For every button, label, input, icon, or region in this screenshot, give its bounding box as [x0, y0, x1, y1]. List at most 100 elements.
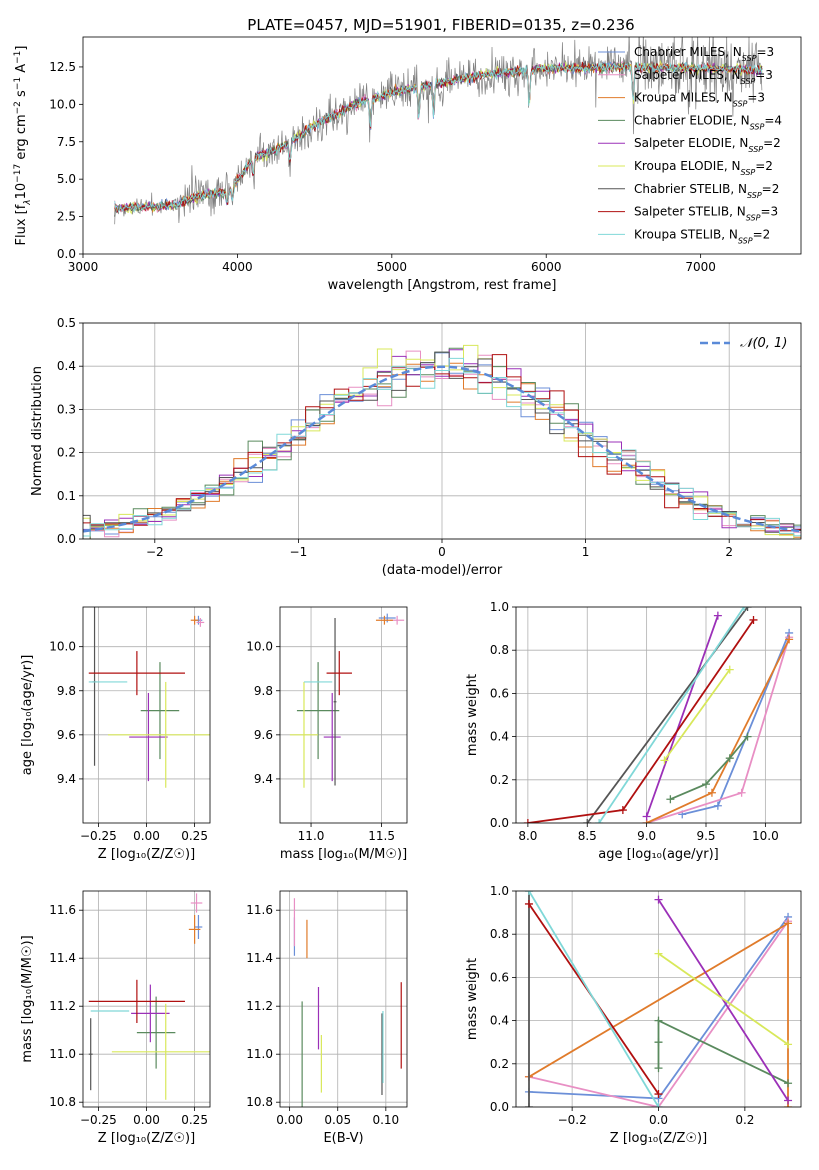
x-tick-label: −0.2: [558, 1113, 587, 1127]
y-tick-label: 0.3: [57, 402, 76, 416]
y-tick-label: 0.2: [490, 1057, 509, 1071]
legend-label-sub: SSP: [733, 99, 748, 108]
weight-marker-salpeter_stelib: [523, 819, 532, 823]
weight-marker-kroupa_elodie: [725, 665, 734, 674]
y-tick-label: 9.6: [254, 728, 273, 742]
weight-marker-kroupa_stelib: [595, 819, 604, 823]
x-tick-label: 11.5: [368, 829, 395, 843]
y-tick-label: 7.5: [57, 135, 76, 149]
legend-label-post: =3: [760, 205, 778, 219]
y-tick-label: 1.0: [490, 884, 509, 898]
plot-area: [114, 37, 763, 225]
weight-marker-chabrier_stelib: [524, 1103, 533, 1107]
legend-label-gaussian: 𝒩(0, 1): [740, 336, 787, 351]
y-tick-label: 0.0: [490, 1100, 509, 1114]
x-tick-label: 3000: [68, 260, 99, 274]
y-axis-label-part: A: [14, 64, 29, 77]
weight-marker-chabrier_elodie: [654, 1038, 663, 1047]
x-axis-label: Z [log₁₀(Z/Z☉)]: [98, 1131, 195, 1146]
y-tick-label: 0.5: [57, 316, 76, 330]
y-axis-label-part: erg cm: [14, 114, 29, 163]
legend-label-chabrier_miles: Chabrier MILES, NSSP=3: [634, 45, 774, 63]
y-tick-label: 0.6: [490, 686, 509, 700]
z_vs_age-panel: −0.25 0.00 0.25 9.4 9.6 9.8 10.0 Z [log₁₀(Z/Z☉)…: [20, 606, 211, 862]
x-tick-label: 0.25: [181, 829, 208, 843]
x-tick-label: −0.25: [80, 1113, 117, 1127]
y-axis-label-part: −17: [13, 164, 23, 183]
y-tick-label: 0.0: [490, 816, 509, 830]
legend-label-kroupa_miles: Kroupa MILES, NSSP=3: [634, 91, 765, 109]
x-tick-label: 0.0: [649, 1113, 668, 1127]
plot-area: [88, 893, 210, 1100]
y-tick-label: 11.6: [49, 903, 76, 917]
y-axis-label: mass weight: [465, 958, 480, 1040]
x-tick-label: 0: [438, 545, 446, 559]
x-tick-label: 6000: [531, 260, 562, 274]
legend-label-sub: SSP: [746, 213, 761, 222]
weight-marker-kroupa_stelib: [740, 607, 748, 611]
y-tick-label: 9.8: [254, 684, 273, 698]
legend-label-text: Kroupa ELODIE, N: [634, 159, 741, 173]
y-tick-label: 0.1: [57, 489, 76, 503]
weight-marker-chabrier_elodie: [725, 754, 734, 763]
y-axis-label-part: −2: [13, 101, 23, 114]
legend-label-salpeter_miles: Salpeter MILES, NSSP=3: [634, 68, 773, 86]
weight-marker-kroupa_miles: [785, 635, 794, 644]
axes-frame: [82, 36, 802, 255]
y-tick-label: 0.4: [490, 730, 509, 744]
x-axis-label: mass [log₁₀(M/M☉)]: [280, 847, 407, 862]
weight-line-salpeter_miles: [528, 920, 789, 1107]
y-tick-label: 10.0: [246, 640, 273, 654]
legend-label-post: =3: [755, 68, 773, 82]
weight-line-kroupa_miles: [646, 638, 790, 823]
y-tick-label: 10.0: [49, 640, 76, 654]
legend-label-sub: SSP: [742, 54, 757, 63]
y-tick-label: 9.6: [57, 728, 76, 742]
legend-label-sub: SSP: [741, 76, 756, 85]
x-tick-label: 5000: [377, 260, 408, 274]
weight-marker-salpeter_stelib: [524, 899, 533, 908]
axes-frame: [82, 890, 211, 1108]
x-axis-label: (data-model)/error: [382, 563, 503, 578]
y-axis-label-part: Flux [f: [14, 204, 29, 245]
x-tick-label: 0.10: [372, 1113, 399, 1127]
x-tick-label: 1: [582, 545, 590, 559]
model-spectrum-line-kroupa_stelib: [114, 61, 763, 214]
weight-marker-chabrier_elodie: [666, 795, 675, 804]
legend-label-sub: SSP: [747, 190, 762, 199]
y-tick-label: 10.0: [49, 97, 76, 111]
legend-label-text: Salpeter MILES, N: [634, 68, 741, 82]
y-tick-label: 0.4: [57, 359, 76, 373]
weight-marker-kroupa_miles: [784, 919, 793, 928]
legend-label-text: Salpeter STELIB, N: [634, 205, 746, 219]
legend-label-chabrier_stelib: Chabrier STELIB, NSSP=2: [634, 182, 779, 200]
legend-label-text: Kroupa STELIB, N: [634, 227, 738, 241]
figure-title-group: PLATE=0457, MJD=51901, FIBERID=0135, z=0…: [247, 16, 634, 34]
y-axis-label-part: λ: [23, 199, 33, 205]
weight-marker-salpeter_stelib: [618, 806, 627, 815]
legend-label-text: Salpeter ELODIE, N: [634, 136, 748, 150]
y-tick-label: 9.8: [57, 684, 76, 698]
weight-marker-chabrier_elodie: [743, 732, 752, 741]
weight-line-kroupa_elodie: [657, 952, 789, 1046]
legend-label-chabrier_elodie: Chabrier ELODIE, NSSP=4: [634, 113, 782, 130]
weight-line-kroupa_elodie: [663, 669, 731, 761]
legend-label-kroupa_stelib: Kroupa STELIB, NSSP=2: [634, 227, 770, 245]
y-axis-label: age [log₁₀(age/yr)]: [20, 655, 35, 776]
legend-label-post: =4: [764, 113, 782, 127]
weight-line-chabrier_elodie: [657, 1019, 789, 1085]
y-tick-label: 11.4: [49, 951, 76, 965]
y-axis-label: mass weight: [465, 674, 480, 756]
weight-marker-kroupa_elodie: [784, 1040, 793, 1049]
x-tick-label: 11.0: [298, 829, 325, 843]
weight-marker-salpeter_elodie: [713, 611, 722, 620]
y-tick-label: 9.4: [254, 772, 273, 786]
x-tick-label: 8.0: [518, 829, 537, 843]
x-tick-label: 0.00: [133, 829, 160, 843]
weight-line-salpeter_elodie: [645, 615, 719, 817]
weight-marker-chabrier_elodie: [702, 780, 710, 789]
x-tick-label: 10.0: [752, 829, 779, 843]
legend-label-text: Kroupa MILES, N: [634, 91, 733, 105]
legend-label-post: =3: [747, 91, 765, 105]
